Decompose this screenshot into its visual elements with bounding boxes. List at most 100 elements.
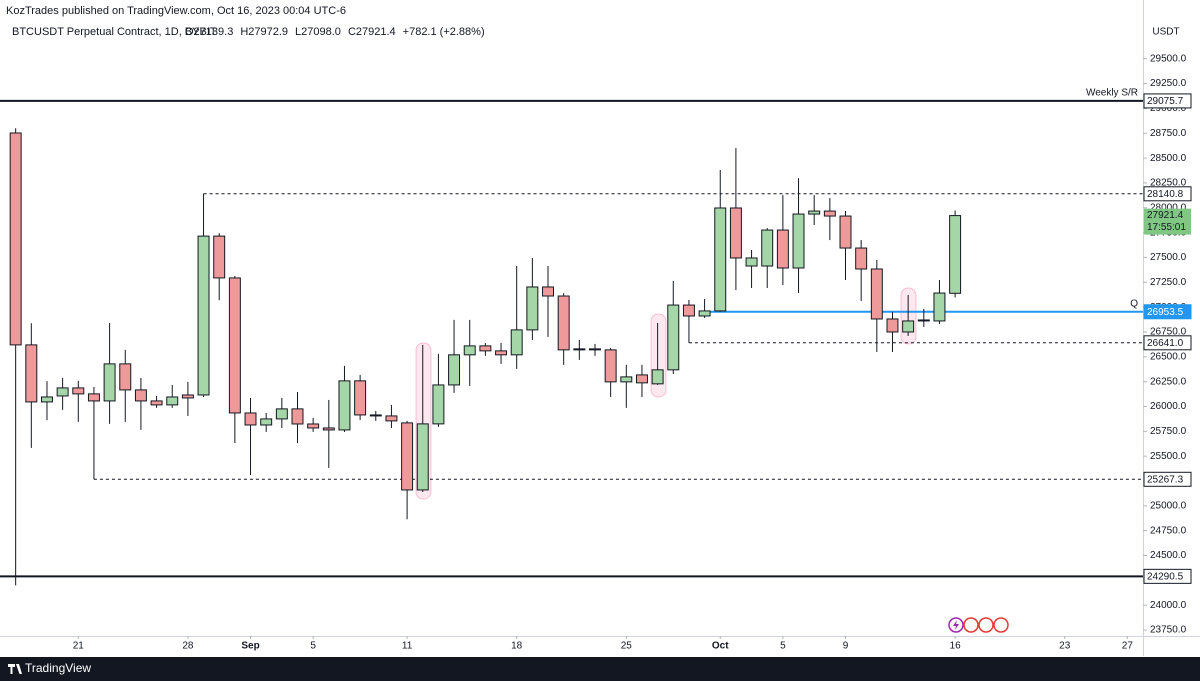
y-tick-label: 27250.0 [1150,277,1187,288]
y-tick-label: 28750.0 [1150,128,1187,139]
candle-body [213,235,226,279]
y-tick-label: 28500.0 [1150,153,1187,164]
x-tick-label: Oct [712,641,729,652]
x-tick-label: 27 [1122,641,1134,652]
candle-body [119,363,132,391]
candle-body [886,318,899,333]
candle-body [917,319,930,322]
x-tick-label: Sep [241,641,259,652]
candle-body [745,257,758,267]
candle-body [761,229,774,267]
price-label-box [1143,568,1192,584]
price-label: 26953.5 [1147,307,1184,318]
y-tick-label: 26500.0 [1150,351,1187,362]
y-tick-label: 26750.0 [1150,327,1187,338]
y-tick-label: 28250.0 [1150,178,1187,189]
event-icon [993,617,1009,633]
candle-body [432,384,445,425]
header-text: KozTrades published on TradingView.com, … [6,5,346,17]
y-tick-label: 25000.0 [1150,500,1187,511]
price-label: 28140.8 [1147,189,1184,200]
level-note: Weekly S/R [1086,88,1138,99]
candle-body [40,396,53,403]
candle-body [682,304,695,317]
candle-body [729,207,742,259]
brand-logo [8,664,22,674]
candle-body [56,387,69,397]
event-icon [978,617,994,633]
legend-title: BTCUSDT Perpetual Contract, 1D, BYBIT [12,26,217,38]
candle-body [181,394,194,399]
candle-body [134,389,147,402]
last-price-box [1144,208,1191,235]
candle-body [604,349,617,383]
candle-body [385,415,398,422]
candle-body [338,380,351,431]
candle-body [902,320,915,333]
y-tick-label: 28000.0 [1150,202,1187,213]
candle-body [322,427,335,431]
countdown: 17:55:01 [1147,222,1186,233]
candle-body [25,344,38,403]
candle-body [667,304,680,371]
candle-body [792,213,805,269]
candle-body [776,229,789,269]
candle-body [197,235,210,396]
event-icon [963,617,979,633]
candle-body [291,408,304,425]
candle-body [166,396,179,406]
candle-body [589,348,601,351]
x-tick-label: 21 [73,641,85,652]
candle-body [448,354,461,386]
candle-body [839,215,852,249]
price-label-box [1143,471,1192,487]
y-tick-label: 25750.0 [1150,426,1187,437]
x-tick-label: 25 [621,641,633,652]
candle-body [542,286,554,297]
candle-body [557,295,570,351]
footer-bar [0,657,1200,681]
candle-body [244,412,257,426]
candle-body [369,414,382,417]
candle-body [526,286,539,331]
candle-body [698,310,711,317]
x-tick-label: 23 [1059,641,1071,652]
x-tick-label: 18 [511,641,523,652]
brand-name: TradingView [25,661,91,675]
candle-body [855,247,868,270]
candle-body [714,207,727,312]
candle-body [933,292,946,322]
candle-body [260,418,273,426]
y-tick-label: 27500.0 [1150,252,1187,263]
legend-value: +782.1 (+2.88%) [403,26,485,38]
y-tick-label: 24000.0 [1150,600,1187,611]
y-tick-label: 24750.0 [1150,525,1187,536]
price-label: 29075.7 [1147,96,1184,107]
x-tick-label: 5 [780,641,786,652]
candle-body [870,268,883,320]
y-tick-label: 29250.0 [1150,78,1187,89]
highlight [650,313,667,398]
x-tick-label: 16 [950,641,962,652]
y-tick-label: 26250.0 [1150,376,1187,387]
price-label: 24290.5 [1147,571,1184,582]
candle-body [949,215,962,294]
candle-body [823,210,836,217]
candle-body [103,363,116,402]
candle-body [9,132,22,346]
y-tick-label: 23750.0 [1150,625,1187,636]
y-tick-label: 24500.0 [1150,550,1187,561]
candle-body [495,350,508,356]
price-label: 26641.0 [1147,338,1184,349]
candle-body [651,369,664,385]
candle-body [72,387,85,395]
legend-value: C27921.4 [348,26,396,38]
candle-body [401,422,414,491]
event-icon-glyph [953,620,959,630]
x-tick-label: 9 [843,641,849,652]
price-label-box [1143,304,1192,320]
candle-body [479,345,492,352]
candle-body [510,329,523,356]
